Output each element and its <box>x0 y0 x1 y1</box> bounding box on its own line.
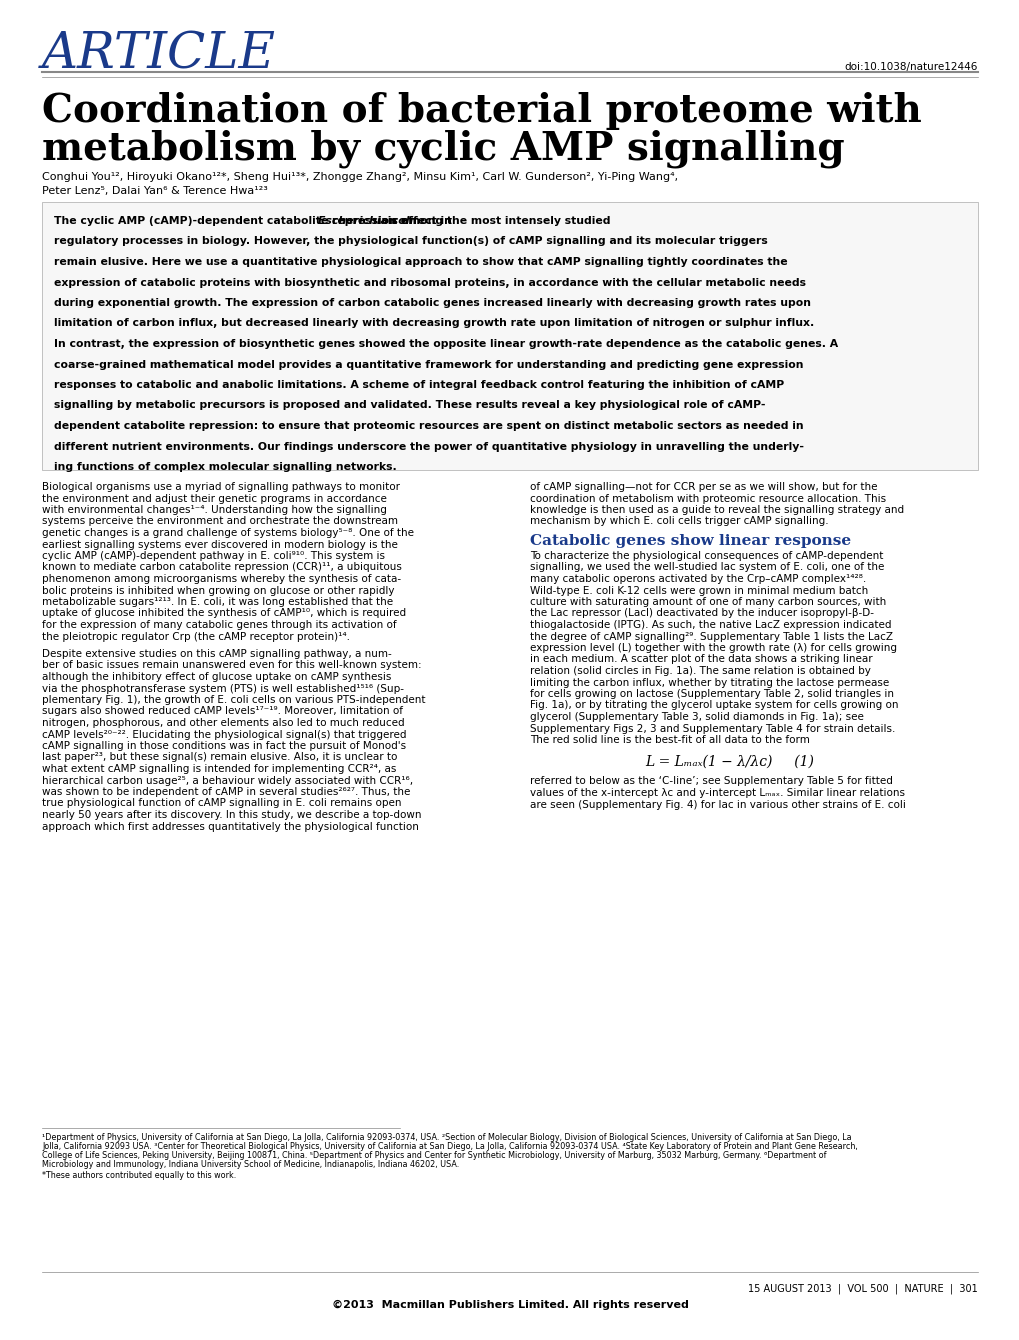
Text: approach which first addresses quantitatively the physiological function: approach which first addresses quantitat… <box>42 821 419 832</box>
Text: regulatory processes in biology. However, the physiological function(s) of cAMP : regulatory processes in biology. However… <box>54 236 767 247</box>
Text: Wild-type E. coli K-12 cells were grown in minimal medium batch: Wild-type E. coli K-12 cells were grown … <box>530 586 867 595</box>
Text: cAMP levels²⁰⁻²². Elucidating the physiological signal(s) that triggered: cAMP levels²⁰⁻²². Elucidating the physio… <box>42 729 407 740</box>
Text: expression of catabolic proteins with biosynthetic and ribosomal proteins, in ac: expression of catabolic proteins with bi… <box>54 277 805 288</box>
Text: ¹Department of Physics, University of California at San Diego, La Jolla, Califor: ¹Department of Physics, University of Ca… <box>42 1134 851 1142</box>
Text: ©2013  Macmillan Publishers Limited. All rights reserved: ©2013 Macmillan Publishers Limited. All … <box>331 1300 688 1311</box>
Text: Supplementary Figs 2, 3 and Supplementary Table 4 for strain details.: Supplementary Figs 2, 3 and Supplementar… <box>530 724 895 733</box>
Text: during exponential growth. The expression of carbon catabolic genes increased li: during exponential growth. The expressio… <box>54 297 810 308</box>
Text: *These authors contributed equally to this work.: *These authors contributed equally to th… <box>42 1171 236 1181</box>
Text: limiting the carbon influx, whether by titrating the lactose permease: limiting the carbon influx, whether by t… <box>530 678 889 687</box>
Text: known to mediate carbon catabolite repression (CCR)¹¹, a ubiquitous: known to mediate carbon catabolite repre… <box>42 563 401 572</box>
Text: referred to below as the ‘C-line’; see Supplementary Table 5 for fitted: referred to below as the ‘C-line’; see S… <box>530 776 892 787</box>
Text: coordination of metabolism with proteomic resource allocation. This: coordination of metabolism with proteomi… <box>530 493 886 504</box>
Text: knowledge is then used as a guide to reveal the signalling strategy and: knowledge is then used as a guide to rev… <box>530 505 903 515</box>
Text: dependent catabolite repression: to ensure that proteomic resources are spent on: dependent catabolite repression: to ensu… <box>54 421 803 431</box>
Text: metabolizable sugars¹²¹³. In E. coli, it was long established that the: metabolizable sugars¹²¹³. In E. coli, it… <box>42 598 392 607</box>
Text: of cAMP signalling—not for CCR per se as we will show, but for the: of cAMP signalling—not for CCR per se as… <box>530 482 876 492</box>
Text: thiogalactoside (IPTG). As such, the native LacZ expression indicated: thiogalactoside (IPTG). As such, the nat… <box>530 620 891 630</box>
Text: To characterize the physiological consequences of cAMP-dependent: To characterize the physiological conseq… <box>530 551 882 561</box>
Text: phenomenon among microorganisms whereby the synthesis of cata-: phenomenon among microorganisms whereby … <box>42 574 400 584</box>
Text: the Lac repressor (LacI) deactivated by the inducer isopropyl-β-D-: the Lac repressor (LacI) deactivated by … <box>530 608 873 619</box>
Text: metabolism by cyclic AMP signalling: metabolism by cyclic AMP signalling <box>42 130 844 169</box>
Text: Escherichia coli: Escherichia coli <box>317 216 413 226</box>
Text: cyclic AMP (cAMP)-dependent pathway in E. coli⁹¹⁰. This system is: cyclic AMP (cAMP)-dependent pathway in E… <box>42 551 384 561</box>
Text: Fig. 1a), or by titrating the glycerol uptake system for cells growing on: Fig. 1a), or by titrating the glycerol u… <box>530 701 898 710</box>
Text: in each medium. A scatter plot of the data shows a striking linear: in each medium. A scatter plot of the da… <box>530 654 872 665</box>
Text: signalling, we used the well-studied lac system of E. coli, one of the: signalling, we used the well-studied lac… <box>530 563 883 572</box>
Text: glycerol (Supplementary Table 3, solid diamonds in Fig. 1a); see: glycerol (Supplementary Table 3, solid d… <box>530 712 863 722</box>
Text: Coordination of bacterial proteome with: Coordination of bacterial proteome with <box>42 92 921 130</box>
Text: limitation of carbon influx, but decreased linearly with decreasing growth rate : limitation of carbon influx, but decreas… <box>54 319 813 328</box>
Text: plementary Fig. 1), the growth of E. coli cells on various PTS-independent: plementary Fig. 1), the growth of E. col… <box>42 695 425 705</box>
Text: The red solid line is the best-fit of all data to the form: The red solid line is the best-fit of al… <box>530 736 809 745</box>
Text: ARTICLE: ARTICLE <box>42 29 276 79</box>
Text: the environment and adjust their genetic programs in accordance: the environment and adjust their genetic… <box>42 493 386 504</box>
Text: responses to catabolic and anabolic limitations. A scheme of integral feedback c: responses to catabolic and anabolic limi… <box>54 381 784 390</box>
Text: although the inhibitory effect of glucose uptake on cAMP synthesis: although the inhibitory effect of glucos… <box>42 671 391 682</box>
Text: L = Lₘₐₓ(1 − λ/λᴄ)     (1): L = Lₘₐₓ(1 − λ/λᴄ) (1) <box>645 754 813 769</box>
Text: mechanism by which E. coli cells trigger cAMP signalling.: mechanism by which E. coli cells trigger… <box>530 516 827 527</box>
FancyBboxPatch shape <box>42 202 977 470</box>
Text: the pleiotropic regulator Crp (the cAMP receptor protein)¹⁴.: the pleiotropic regulator Crp (the cAMP … <box>42 631 350 642</box>
Text: true physiological function of cAMP signalling in E. coli remains open: true physiological function of cAMP sign… <box>42 799 401 808</box>
Text: different nutrient environments. Our findings underscore the power of quantitati: different nutrient environments. Our fin… <box>54 441 803 452</box>
Text: nitrogen, phosphorous, and other elements also led to much reduced: nitrogen, phosphorous, and other element… <box>42 718 405 728</box>
Text: many catabolic operons activated by the Crp–cAMP complex¹⁴²⁸.: many catabolic operons activated by the … <box>530 574 865 584</box>
Text: genetic changes is a grand challenge of systems biology⁵⁻⁸. One of the: genetic changes is a grand challenge of … <box>42 528 414 537</box>
Text: the degree of cAMP signalling²⁹. Supplementary Table 1 lists the LacZ: the degree of cAMP signalling²⁹. Supplem… <box>530 631 892 642</box>
Text: Biological organisms use a myriad of signalling pathways to monitor: Biological organisms use a myriad of sig… <box>42 482 399 492</box>
Text: doi:10.1038/nature12446: doi:10.1038/nature12446 <box>844 62 977 72</box>
Text: ber of basic issues remain unanswered even for this well-known system:: ber of basic issues remain unanswered ev… <box>42 661 421 670</box>
Text: culture with saturating amount of one of many carbon sources, with: culture with saturating amount of one of… <box>530 598 886 607</box>
Text: signalling by metabolic precursors is proposed and validated. These results reve: signalling by metabolic precursors is pr… <box>54 401 764 410</box>
Text: 15 AUGUST 2013  |  VOL 500  |  NATURE  |  301: 15 AUGUST 2013 | VOL 500 | NATURE | 301 <box>748 1282 977 1293</box>
Text: remain elusive. Here we use a quantitative physiological approach to show that c: remain elusive. Here we use a quantitati… <box>54 257 787 267</box>
Text: hierarchical carbon usage²⁵, a behaviour widely associated with CCR¹⁶,: hierarchical carbon usage²⁵, a behaviour… <box>42 776 413 785</box>
Text: what extent cAMP signalling is intended for implementing CCR²⁴, as: what extent cAMP signalling is intended … <box>42 764 396 775</box>
Text: uptake of glucose inhibited the synthesis of cAMP¹⁰, which is required: uptake of glucose inhibited the synthesi… <box>42 608 406 619</box>
Text: cAMP signalling in those conditions was in fact the pursuit of Monod's: cAMP signalling in those conditions was … <box>42 741 406 750</box>
Text: Despite extensive studies on this cAMP signalling pathway, a num-: Despite extensive studies on this cAMP s… <box>42 649 391 659</box>
Text: Jolla, California 92093 USA. ³Center for Theoretical Biological Physics, Univers: Jolla, California 92093 USA. ³Center for… <box>42 1142 857 1151</box>
Text: In contrast, the expression of biosynthetic genes showed the opposite linear gro: In contrast, the expression of biosynthe… <box>54 339 838 348</box>
Text: with environmental changes¹⁻⁴. Understanding how the signalling: with environmental changes¹⁻⁴. Understan… <box>42 505 386 515</box>
Text: nearly 50 years after its discovery. In this study, we describe a top-down: nearly 50 years after its discovery. In … <box>42 809 421 820</box>
Text: sugars also showed reduced cAMP levels¹⁷⁻¹⁹. Moreover, limitation of: sugars also showed reduced cAMP levels¹⁷… <box>42 706 403 717</box>
Text: coarse-grained mathematical model provides a quantitative framework for understa: coarse-grained mathematical model provid… <box>54 359 803 370</box>
Text: Conghui You¹², Hiroyuki Okano¹²*, Sheng Hui¹³*, Zhongge Zhang², Minsu Kim¹, Carl: Conghui You¹², Hiroyuki Okano¹²*, Sheng … <box>42 172 678 182</box>
Text: Microbiology and Immunology, Indiana University School of Medicine, Indianapolis: Microbiology and Immunology, Indiana Uni… <box>42 1160 459 1168</box>
Text: ing functions of complex molecular signalling networks.: ing functions of complex molecular signa… <box>54 462 396 472</box>
Text: bolic proteins is inhibited when growing on glucose or other rapidly: bolic proteins is inhibited when growing… <box>42 586 394 595</box>
Text: for cells growing on lactose (Supplementary Table 2, solid triangles in: for cells growing on lactose (Supplement… <box>530 689 893 699</box>
Text: values of the x-intercept λᴄ and y-intercept Lₘₐₓ. Similar linear relations: values of the x-intercept λᴄ and y-inter… <box>530 788 904 799</box>
Text: earliest signalling systems ever discovered in modern biology is the: earliest signalling systems ever discove… <box>42 540 397 549</box>
Text: last paper²³, but these signal(s) remain elusive. Also, it is unclear to: last paper²³, but these signal(s) remain… <box>42 753 397 762</box>
Text: relation (solid circles in Fig. 1a). The same relation is obtained by: relation (solid circles in Fig. 1a). The… <box>530 666 870 675</box>
Text: via the phosphotransferase system (PTS) is well established¹⁵¹⁶ (Sup-: via the phosphotransferase system (PTS) … <box>42 683 404 694</box>
Text: systems perceive the environment and orchestrate the downstream: systems perceive the environment and orc… <box>42 516 397 527</box>
Text: for the expression of many catabolic genes through its activation of: for the expression of many catabolic gen… <box>42 620 396 630</box>
Text: is among the most intensely studied: is among the most intensely studied <box>383 216 609 226</box>
Text: Catabolic genes show linear response: Catabolic genes show linear response <box>530 535 850 548</box>
Text: are seen (Supplementary Fig. 4) for lac in various other strains of E. coli: are seen (Supplementary Fig. 4) for lac … <box>530 800 905 809</box>
Text: expression level (L) together with the growth rate (λ) for cells growing: expression level (L) together with the g… <box>530 643 896 653</box>
Text: The cyclic AMP (cAMP)-dependent catabolite repression effect in: The cyclic AMP (cAMP)-dependent cataboli… <box>54 216 455 226</box>
Text: Peter Lenz⁵, Dalai Yan⁶ & Terence Hwa¹²³: Peter Lenz⁵, Dalai Yan⁶ & Terence Hwa¹²³ <box>42 186 268 196</box>
Text: College of Life Sciences, Peking University, Beijing 100871, China. ⁵Department : College of Life Sciences, Peking Univers… <box>42 1151 825 1160</box>
Text: was shown to be independent of cAMP in several studies²⁶²⁷. Thus, the: was shown to be independent of cAMP in s… <box>42 787 410 797</box>
